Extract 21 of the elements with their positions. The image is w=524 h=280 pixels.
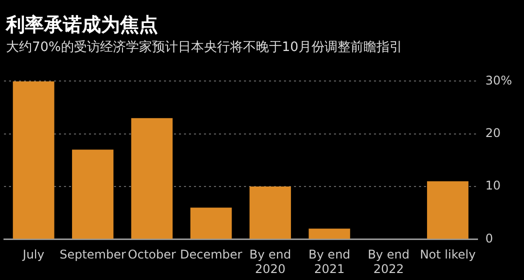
chart-title: 利率承诺成为焦点	[6, 13, 158, 38]
y-tick-label: 10	[485, 178, 501, 193]
bar	[250, 186, 291, 239]
x-tick-label: By end 2021	[308, 248, 350, 276]
x-tick-label: December	[180, 248, 242, 262]
x-tick-label: July	[22, 248, 44, 262]
x-tick-label: September	[60, 248, 126, 262]
y-tick-label: 30%	[485, 73, 512, 88]
bar	[72, 150, 114, 239]
x-tick-label: Not likely	[420, 248, 476, 262]
y-tick-label: 20	[485, 126, 501, 140]
bar	[190, 208, 232, 239]
chart-subtitle: 大约70%的受访经济学家预计日本央行将不晚于10月份调整前瞻指引	[6, 39, 402, 56]
bar	[12, 81, 54, 239]
x-tick-label: By end 2020	[249, 248, 292, 276]
bar	[308, 228, 350, 239]
bar	[427, 181, 468, 239]
x-tick-label: October	[128, 248, 176, 262]
x-tick-label: By end 2022	[368, 248, 410, 276]
y-tick-label: 0	[485, 231, 493, 246]
bar	[131, 118, 173, 239]
